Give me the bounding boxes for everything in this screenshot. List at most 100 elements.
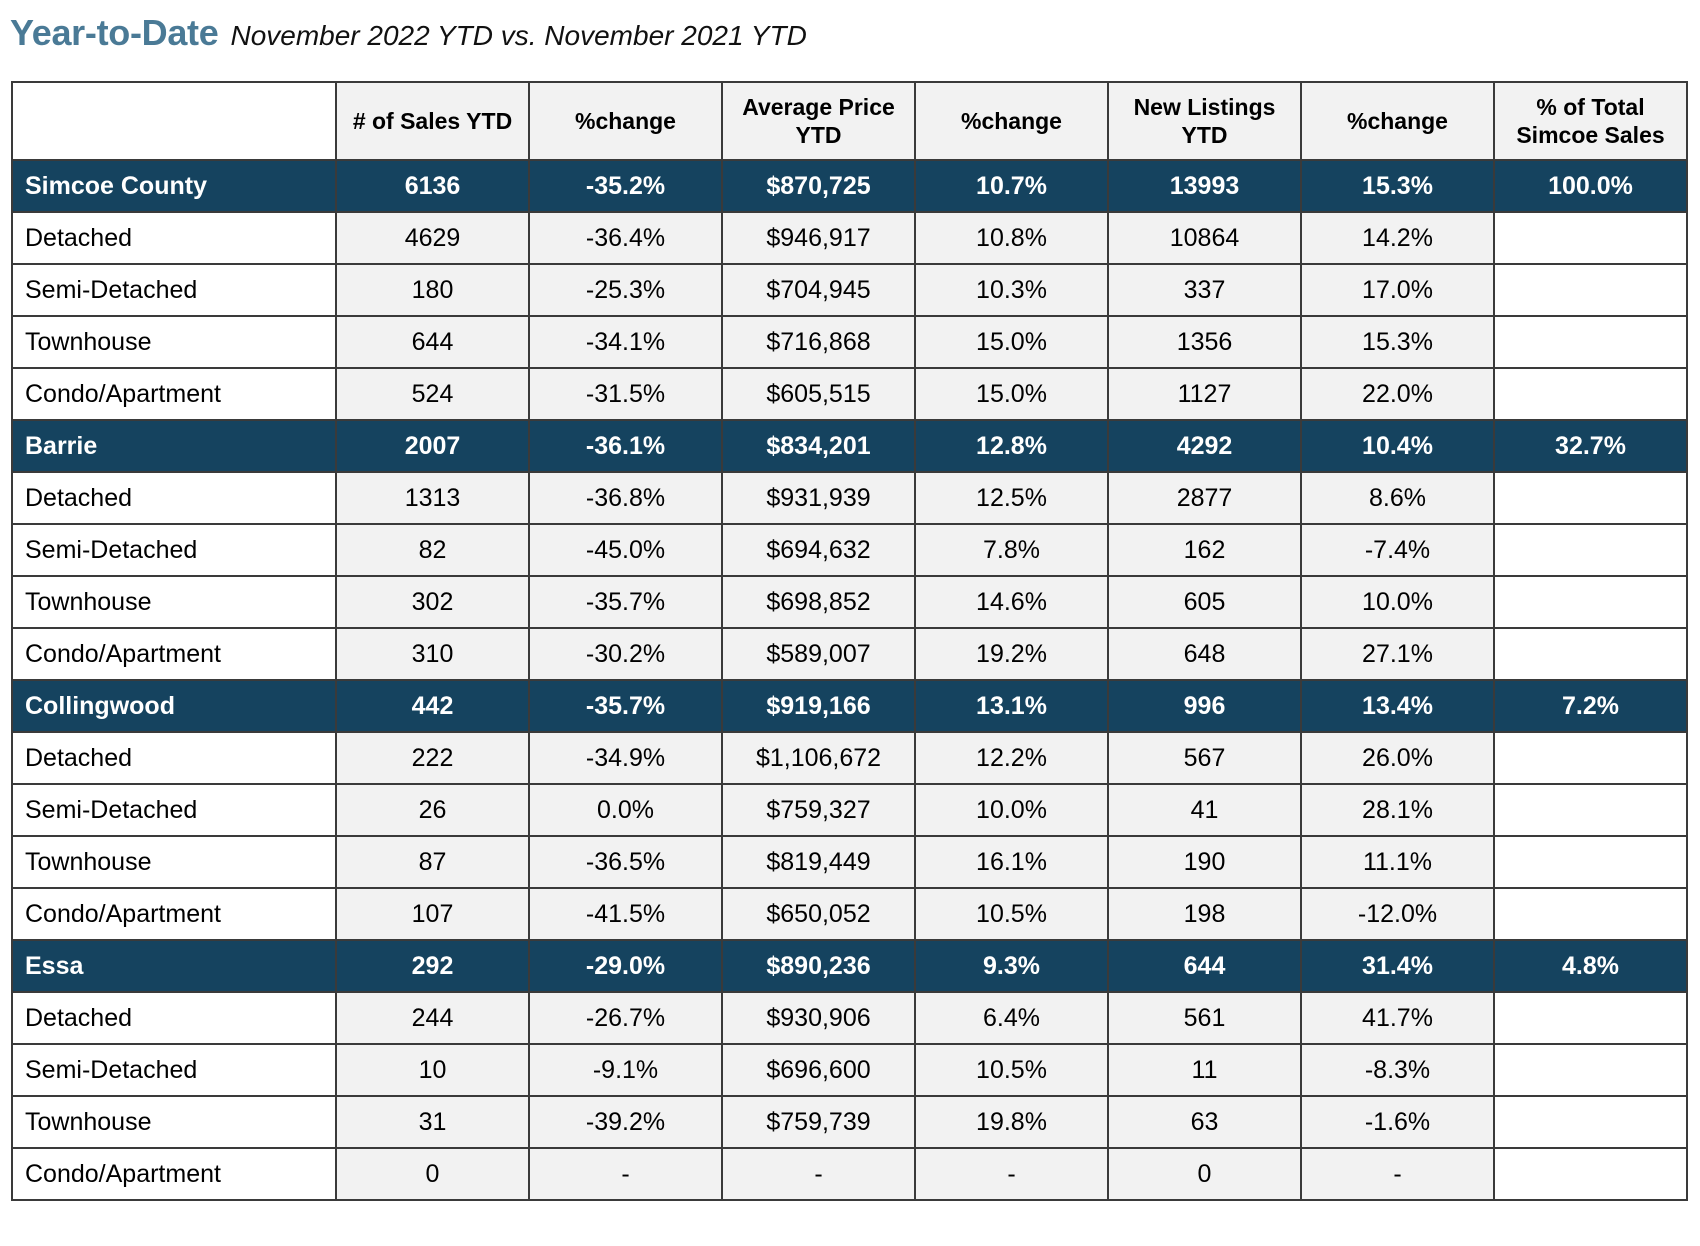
property-type-row: Townhouse 87 -36.5% $819,449 16.1% 190 11.1% — [11, 835, 1688, 889]
row-label: Collingwood — [11, 679, 337, 733]
property-type-row: Detached 4629 -36.4% $946,917 10.8% 10864 14.2… — [11, 211, 1688, 265]
table-header-row: # of Sales YTD %change Average Price YTD… — [11, 81, 1688, 161]
property-type-row: Semi-Detached 82 -45.0% $694,632 7.8% 162 -7.4… — [11, 523, 1688, 577]
sales-change-cell: -36.4% — [528, 211, 723, 265]
property-type-row: Condo/Apartment 524 -31.5% $605,515 15.0% 112… — [11, 367, 1688, 421]
share-of-total-cell — [1493, 575, 1688, 629]
listings-change-cell: 27.1% — [1300, 627, 1495, 681]
property-type-row: Townhouse 31 -39.2% $759,739 19.8% 63 -1.6% — [11, 1095, 1688, 1149]
new-listings-cell: 605 — [1107, 575, 1302, 629]
average-price-cell: $931,939 — [721, 471, 916, 525]
share-of-total-cell: 4.8% — [1493, 939, 1688, 993]
price-change-cell: 10.8% — [914, 211, 1109, 265]
new-listings-cell: 996 — [1107, 679, 1302, 733]
average-price-cell: $819,449 — [721, 835, 916, 889]
property-type-row: Detached 244 -26.7% $930,906 6.4% 561 41.7% — [11, 991, 1688, 1045]
sales-change-cell: -41.5% — [528, 887, 723, 941]
price-change-cell: 15.0% — [914, 315, 1109, 369]
listings-change-cell: 31.4% — [1300, 939, 1495, 993]
share-of-total-cell — [1493, 731, 1688, 785]
row-label: Essa — [11, 939, 337, 993]
property-type-row: Detached 222 -34.9% $1,106,672 12.2% 567 26.0% — [11, 731, 1688, 785]
price-change-cell: 19.8% — [914, 1095, 1109, 1149]
average-price-cell: $759,327 — [721, 783, 916, 837]
sales-change-cell: -36.1% — [528, 419, 723, 473]
sales-ytd-cell: 222 — [335, 731, 530, 785]
header-corner-cell — [11, 81, 337, 161]
average-price-cell: - — [721, 1147, 916, 1201]
new-listings-cell: 567 — [1107, 731, 1302, 785]
share-of-total-cell — [1493, 211, 1688, 265]
sales-ytd-cell: 442 — [335, 679, 530, 733]
average-price-cell: $716,868 — [721, 315, 916, 369]
sales-change-cell: -35.2% — [528, 159, 723, 213]
share-of-total-cell: 32.7% — [1493, 419, 1688, 473]
new-listings-cell: 190 — [1107, 835, 1302, 889]
region-row: Collingwood 442 -35.7% $919,166 13.1% 996 13.4… — [11, 679, 1688, 733]
price-change-cell: 12.8% — [914, 419, 1109, 473]
ytd-sales-table: # of Sales YTD %change Average Price YTD… — [11, 81, 1688, 1201]
listings-change-cell: 15.3% — [1300, 315, 1495, 369]
sales-change-cell: -30.2% — [528, 627, 723, 681]
row-label: Barrie — [11, 419, 337, 473]
share-of-total-cell: 100.0% — [1493, 159, 1688, 213]
share-of-total-cell — [1493, 523, 1688, 577]
price-change-cell: 15.0% — [914, 367, 1109, 421]
sales-change-cell: -25.3% — [528, 263, 723, 317]
listings-change-cell: 14.2% — [1300, 211, 1495, 265]
new-listings-cell: 337 — [1107, 263, 1302, 317]
row-label: Detached — [11, 731, 337, 785]
sales-ytd-cell: 292 — [335, 939, 530, 993]
average-price-cell: $946,917 — [721, 211, 916, 265]
sales-ytd-cell: 6136 — [335, 159, 530, 213]
sales-ytd-cell: 524 — [335, 367, 530, 421]
share-of-total-cell — [1493, 1095, 1688, 1149]
listings-change-cell: 10.4% — [1300, 419, 1495, 473]
listings-change-cell: 28.1% — [1300, 783, 1495, 837]
average-price-cell: $694,632 — [721, 523, 916, 577]
average-price-cell: $890,236 — [721, 939, 916, 993]
listings-change-cell: 22.0% — [1300, 367, 1495, 421]
sales-change-cell: -34.1% — [528, 315, 723, 369]
listings-change-cell: -12.0% — [1300, 887, 1495, 941]
new-listings-cell: 1127 — [1107, 367, 1302, 421]
new-listings-cell: 648 — [1107, 627, 1302, 681]
row-label: Detached — [11, 991, 337, 1045]
price-change-cell: 9.3% — [914, 939, 1109, 993]
new-listings-cell: 13993 — [1107, 159, 1302, 213]
new-listings-cell: 2877 — [1107, 471, 1302, 525]
price-change-cell: 14.6% — [914, 575, 1109, 629]
property-type-row: Condo/Apartment 107 -41.5% $650,052 10.5% 198… — [11, 887, 1688, 941]
share-of-total-cell — [1493, 263, 1688, 317]
property-type-row: Semi-Detached 26 0.0% $759,327 10.0% 41 28.1% — [11, 783, 1688, 837]
listings-change-cell: -7.4% — [1300, 523, 1495, 577]
listings-change-cell: 11.1% — [1300, 835, 1495, 889]
sales-ytd-cell: 26 — [335, 783, 530, 837]
listings-change-cell: 17.0% — [1300, 263, 1495, 317]
share-of-total-cell — [1493, 627, 1688, 681]
row-label: Semi-Detached — [11, 1043, 337, 1097]
price-change-cell: - — [914, 1147, 1109, 1201]
average-price-cell: $698,852 — [721, 575, 916, 629]
sales-change-cell: -9.1% — [528, 1043, 723, 1097]
header-share-of-total: % of Total Simcoe Sales — [1493, 81, 1688, 161]
region-row: Simcoe County 6136 -35.2% $870,725 10.7% 1399… — [11, 159, 1688, 213]
page-header: Year-to-Date November 2022 YTD vs. Novem… — [10, 12, 807, 62]
row-label: Semi-Detached — [11, 523, 337, 577]
new-listings-cell: 0 — [1107, 1147, 1302, 1201]
new-listings-cell: 4292 — [1107, 419, 1302, 473]
sales-change-cell: -45.0% — [528, 523, 723, 577]
sales-change-cell: -35.7% — [528, 575, 723, 629]
sales-ytd-cell: 2007 — [335, 419, 530, 473]
new-listings-cell: 11 — [1107, 1043, 1302, 1097]
average-price-cell: $650,052 — [721, 887, 916, 941]
share-of-total-cell: 7.2% — [1493, 679, 1688, 733]
sales-change-cell: -26.7% — [528, 991, 723, 1045]
sales-ytd-cell: 31 — [335, 1095, 530, 1149]
property-type-row: Detached 1313 -36.8% $931,939 12.5% 2877 8.6% — [11, 471, 1688, 525]
table-body: Simcoe County 6136 -35.2% $870,725 10.7% 1399… — [11, 159, 1688, 1201]
average-price-cell: $589,007 — [721, 627, 916, 681]
listings-change-cell: - — [1300, 1147, 1495, 1201]
listings-change-cell: 41.7% — [1300, 991, 1495, 1045]
row-label: Semi-Detached — [11, 263, 337, 317]
